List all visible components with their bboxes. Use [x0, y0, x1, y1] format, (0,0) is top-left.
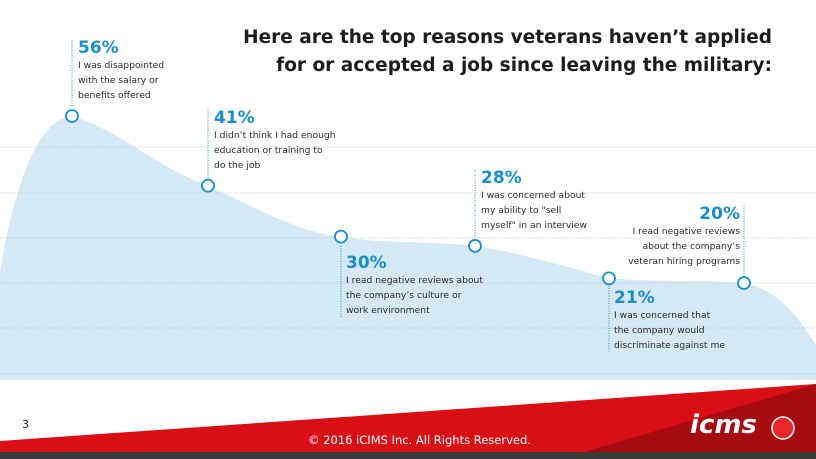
reason-text: about the company’s: [642, 241, 740, 252]
reason-text: I didn’t think I had enough: [214, 130, 336, 141]
reason-text: with the salary or: [78, 75, 159, 86]
reason-text: benefits offered: [78, 90, 151, 101]
copyright: © 2016 iCIMS Inc. All Rights Reserved.: [308, 433, 531, 447]
reason-text: I was concerned about: [481, 190, 586, 201]
reason-text: veteran hiring programs: [628, 256, 740, 267]
data-point: [201, 178, 215, 193]
reason-text: I was concerned that: [614, 310, 711, 321]
icims-logo: icms: [690, 410, 757, 440]
reason-text: work environment: [346, 305, 430, 316]
percent-label: 41%: [214, 108, 255, 128]
data-point: [65, 109, 79, 123]
footer-strip: [0, 452, 816, 459]
data-label: 20% I read negative reviews about the comp…: [628, 204, 740, 269]
data-label: 30% I read negative reviews about the comp…: [346, 253, 483, 318]
mascot-icon: [771, 416, 795, 440]
footer-shade: [560, 384, 816, 459]
percent-label: 28%: [481, 168, 522, 188]
reason-text: discriminate against me: [614, 340, 726, 351]
reason-text: the company’s culture or: [346, 290, 462, 301]
reason-text: I was disappointed: [78, 60, 165, 71]
reason-text: I read negative reviews about: [346, 275, 483, 286]
page-title: Here are the top reasons veterans haven’…: [243, 27, 772, 76]
reason-text: the company would: [614, 325, 705, 336]
percent-label: 30%: [346, 253, 387, 273]
reason-text: do the job: [214, 160, 261, 171]
data-point: [468, 239, 482, 253]
data-point: [737, 276, 751, 290]
reason-text: my ability to "sell: [481, 205, 562, 216]
data-label: 41% I didn’t think I had enough education …: [214, 108, 336, 173]
data-label: 56% I was disappointed with the salary or b…: [78, 38, 164, 103]
percent-label: 20%: [699, 204, 740, 224]
page-number: 3: [22, 418, 29, 431]
data-point: [602, 271, 616, 286]
data-label: 28% I was concerned about my ability to "s…: [481, 168, 587, 233]
area-fill: [0, 116, 816, 380]
reason-text: education or training to: [214, 145, 323, 156]
data-label: 21% I was concerned that the company would…: [614, 288, 725, 353]
data-point: [334, 229, 348, 244]
reason-text: myself" in an interview: [481, 220, 587, 231]
percent-label: 56%: [78, 38, 119, 58]
percent-label: 21%: [614, 288, 655, 308]
reason-text: I read negative reviews: [632, 226, 740, 237]
footer-band: [0, 384, 816, 459]
